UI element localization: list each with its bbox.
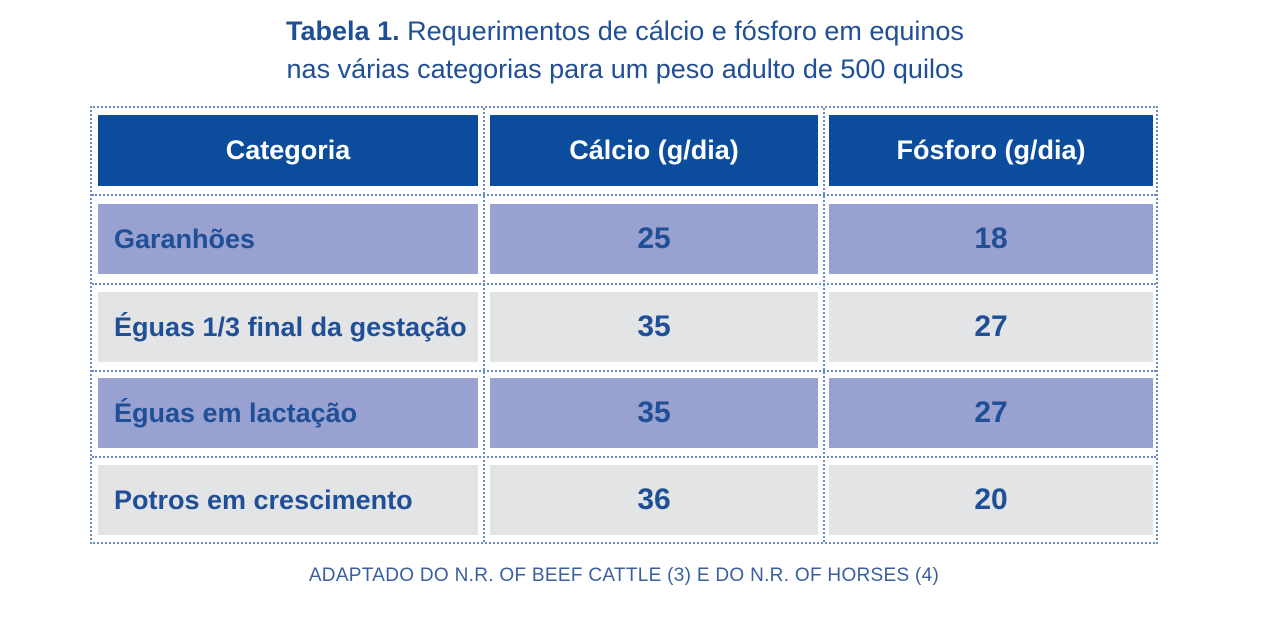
row-3-fosforo: 27: [829, 378, 1153, 448]
row-1-calcio: 25: [490, 204, 818, 274]
header-calcio: Cálcio (g/dia): [490, 115, 818, 186]
header-fosforo: Fósforo (g/dia): [829, 115, 1153, 186]
row-3-calcio: 35: [490, 378, 818, 448]
row-4-calcio: 36: [490, 465, 818, 535]
row-1-fosforo: 18: [829, 204, 1153, 274]
source-note: ADAPTADO DO N.R. OF BEEF CATTLE (3) E DO…: [308, 565, 940, 586]
row-divider: [92, 194, 1156, 196]
caption-label: Tabela 1.: [286, 16, 400, 46]
requirements-table: Categoria Cálcio (g/dia) Fósforo (g/dia)…: [90, 106, 1158, 544]
row-1-categoria: Garanhões: [98, 204, 478, 274]
row-2-calcio: 35: [490, 292, 818, 362]
header-categoria: Categoria: [98, 115, 478, 186]
column-divider: [483, 108, 485, 542]
row-divider: [92, 370, 1156, 372]
caption-line-1: Tabela 1. Requerimentos de cálcio e fósf…: [0, 12, 1250, 50]
table-caption: Tabela 1. Requerimentos de cálcio e fósf…: [0, 12, 1250, 88]
caption-title-part2: nas várias categorias para um peso adult…: [286, 54, 964, 84]
row-4-fosforo: 20: [829, 465, 1153, 535]
row-divider: [92, 456, 1156, 458]
row-4-categoria: Potros em crescimento: [98, 465, 478, 535]
row-divider: [92, 283, 1156, 285]
row-2-fosforo: 27: [829, 292, 1153, 362]
column-divider: [823, 108, 825, 542]
row-3-categoria: Éguas em lactação: [98, 378, 478, 448]
caption-title-part1: Requerimentos de cálcio e fósforo em equ…: [407, 16, 964, 46]
row-2-categoria: Éguas 1/3 final da gestação: [98, 292, 478, 362]
